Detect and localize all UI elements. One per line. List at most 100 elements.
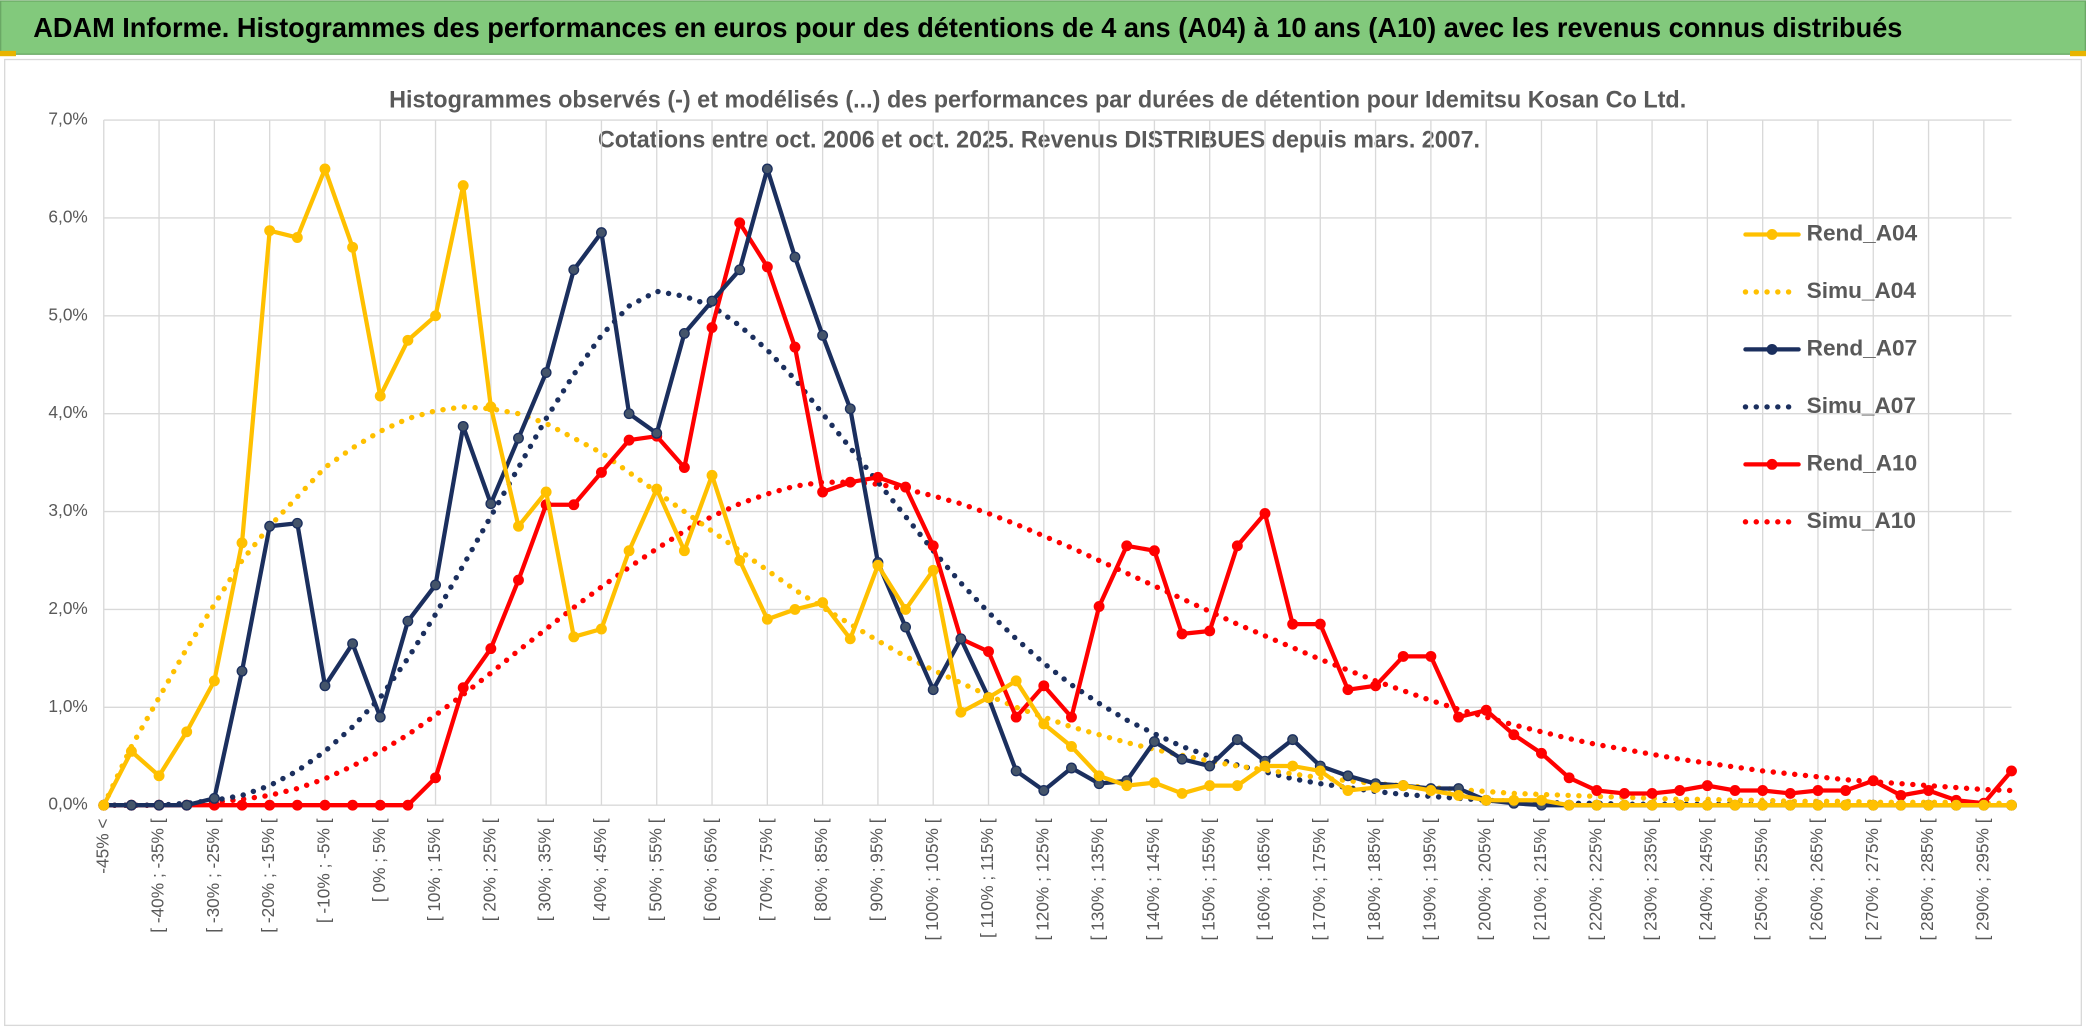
marker	[125, 799, 137, 811]
marker	[1895, 789, 1907, 801]
x-tick-label: [ 190% ; 195% [	[1419, 818, 1439, 940]
marker	[872, 471, 884, 483]
marker	[1453, 711, 1464, 723]
marker	[1563, 772, 1575, 784]
marker	[1757, 785, 1769, 796]
legend-marker	[1766, 229, 1778, 240]
marker	[623, 545, 635, 557]
model-line	[101, 288, 2015, 808]
model-line	[101, 479, 2015, 808]
marker	[1370, 680, 1382, 692]
marker	[236, 799, 248, 811]
banner-title: ADAM Informe. Histogrammes des performan…	[33, 12, 1902, 43]
x-tick-label: [ 210% ; 215% [	[1530, 818, 1550, 940]
legend-label: Simu_A10	[1807, 508, 1916, 533]
marker	[153, 799, 165, 811]
marker	[1231, 540, 1243, 552]
x-tick-label: [ 200% ; 205% [	[1475, 818, 1495, 940]
y-tick-label: 1,0%	[48, 696, 87, 716]
marker	[1038, 680, 1050, 692]
marker	[1508, 729, 1520, 741]
marker	[1342, 684, 1354, 696]
marker	[817, 329, 829, 341]
chart-title: Histogrammes observés (-) et modélisés (…	[389, 87, 1686, 114]
marker	[844, 633, 856, 645]
marker	[761, 163, 773, 175]
marker	[1148, 777, 1160, 789]
marker	[457, 420, 469, 432]
corner	[2070, 50, 2086, 57]
x-tick-label: [ 110% ; 115% [	[977, 818, 997, 938]
marker	[513, 432, 524, 444]
x-tick-label: [ 160% ; 165% [	[1254, 818, 1274, 940]
marker	[844, 403, 856, 415]
marker	[1923, 799, 1935, 811]
marker	[208, 675, 220, 687]
chart-subtitle: Cotations entre oct. 2006 et oct. 2025. …	[598, 127, 1480, 154]
marker	[623, 408, 635, 420]
marker	[789, 251, 801, 263]
marker	[1287, 760, 1299, 772]
marker	[651, 427, 663, 439]
legend: Rend_A04 Simu_A04 Rend_A07 Simu_A07 Rend_A10…	[1742, 220, 1918, 533]
marker	[678, 327, 690, 339]
marker	[347, 638, 359, 650]
marker	[1204, 780, 1216, 792]
x-tick-label: [ 150% ; 155% [	[1198, 818, 1218, 940]
marker	[789, 341, 801, 353]
marker	[291, 232, 303, 243]
y-tick-label: 4,0%	[48, 402, 87, 422]
marker	[98, 799, 110, 811]
marker	[1674, 799, 1686, 811]
marker	[1480, 704, 1492, 716]
marker	[1895, 799, 1907, 811]
x-tick-label: [ 240% ; 245% [	[1696, 818, 1716, 940]
marker	[1536, 747, 1547, 759]
marker	[927, 564, 939, 576]
marker	[347, 241, 359, 253]
x-tick-label: [ 40% ; 45% [	[590, 818, 610, 921]
legend-label: Rend_A10	[1807, 450, 1918, 475]
marker	[1287, 734, 1299, 746]
marker	[485, 643, 497, 655]
plot	[98, 163, 2017, 811]
marker	[1508, 794, 1520, 806]
x-tick-label: [ 70% ; 75% [	[756, 818, 776, 921]
marker	[1342, 785, 1354, 796]
observed-line	[101, 166, 2014, 808]
marker	[983, 646, 994, 657]
marker	[485, 401, 497, 413]
marker	[1066, 762, 1077, 774]
marker	[1093, 770, 1105, 782]
marker	[568, 631, 580, 643]
marker	[955, 633, 967, 645]
marker	[1840, 799, 1852, 811]
marker	[1867, 799, 1879, 811]
marker	[1259, 760, 1271, 772]
x-tick-label: [ 140% ; 145% [	[1143, 818, 1163, 940]
marker	[1425, 650, 1437, 662]
y-tick-label: 2,0%	[48, 598, 87, 618]
y-tick-label: 6,0%	[48, 206, 87, 226]
model-line	[101, 404, 2015, 808]
marker	[1867, 775, 1879, 787]
x-tick-label: [ 220% ; 225% [	[1585, 818, 1605, 940]
marker	[1618, 799, 1630, 811]
marker	[568, 499, 580, 511]
marker	[1010, 711, 1022, 723]
marker	[844, 476, 856, 488]
marker	[181, 726, 193, 738]
marker	[817, 486, 829, 498]
marker	[1148, 545, 1160, 557]
x-tick-label: [ 100% ; 105% [	[922, 818, 942, 940]
marker	[1204, 760, 1216, 772]
marker	[1978, 799, 1990, 811]
x-tick-label: [ 270% ; 275% [	[1862, 818, 1882, 940]
marker	[319, 799, 331, 811]
marker	[706, 295, 718, 307]
marker	[374, 390, 386, 402]
marker	[734, 264, 746, 276]
marker	[1231, 734, 1243, 746]
marker	[1536, 794, 1547, 806]
marker	[430, 772, 442, 784]
